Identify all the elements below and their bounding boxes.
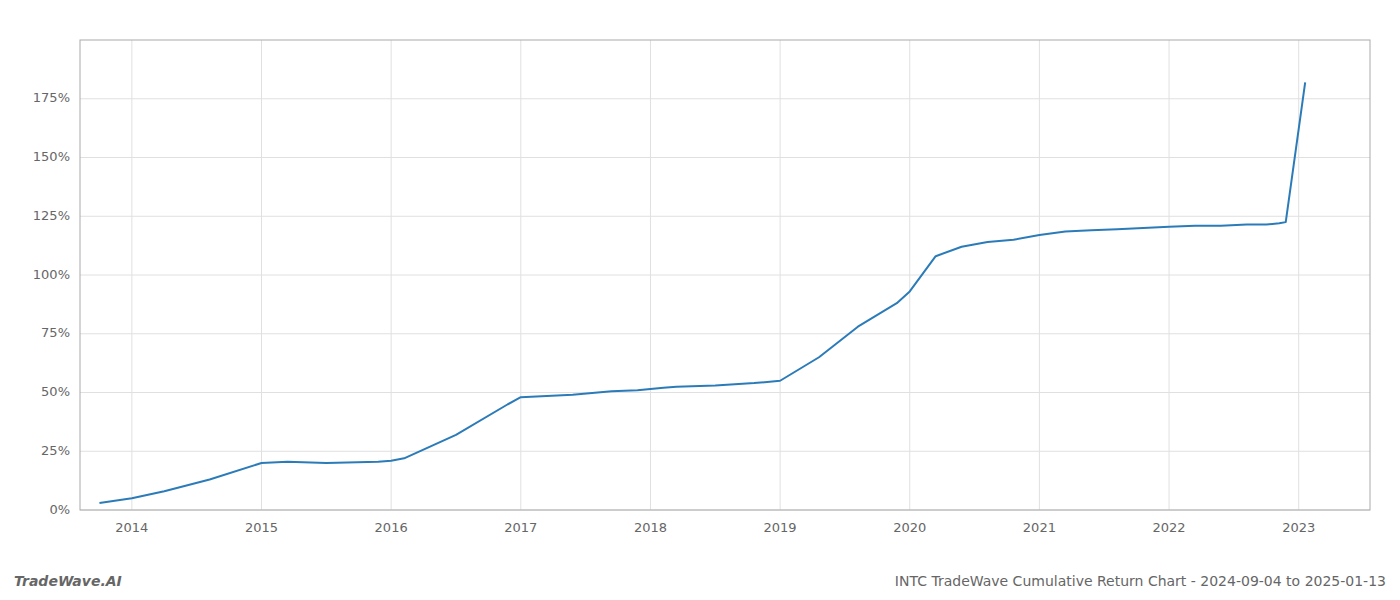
x-grid-line — [131, 40, 132, 510]
plot-frame — [80, 40, 1370, 510]
y-grid-line — [80, 275, 1370, 276]
x-grid-line — [909, 40, 910, 510]
y-tick-label: 175% — [33, 90, 70, 105]
y-grid-line — [80, 451, 1370, 452]
x-tick-label: 2018 — [634, 520, 667, 535]
y-tick-label: 50% — [41, 384, 70, 399]
x-grid-line — [391, 40, 392, 510]
y-tick-label: 0% — [49, 502, 70, 517]
x-grid-line — [520, 40, 521, 510]
x-grid-line — [1298, 40, 1299, 510]
x-grid-line — [650, 40, 651, 510]
x-grid-line — [1039, 40, 1040, 510]
y-grid-line — [80, 392, 1370, 393]
x-tick-label: 2014 — [115, 520, 148, 535]
chart: 0% 25% 50% 75% 100% 125% 150% 175% 2014 2015 2016 2… — [0, 0, 1400, 600]
grid — [80, 40, 1370, 510]
x-tick-label: 2021 — [1023, 520, 1056, 535]
x-grid-line — [1169, 40, 1170, 510]
x-tick-label: 2015 — [245, 520, 278, 535]
x-tick-label: 2017 — [504, 520, 537, 535]
y-tick-label: 25% — [41, 443, 70, 458]
y-tick-label: 100% — [33, 267, 70, 282]
x-tick-label: 2016 — [375, 520, 408, 535]
x-tick-label: 2022 — [1152, 520, 1185, 535]
y-tick-label: 150% — [33, 149, 70, 164]
series-group — [99, 82, 1305, 503]
y-grid-line — [80, 157, 1370, 158]
x-tick-label: 2023 — [1282, 520, 1315, 535]
line — [99, 82, 1305, 503]
watermark: TradeWave.AI — [14, 573, 122, 589]
x-tick-label: 2019 — [764, 520, 797, 535]
x-grid-line — [780, 40, 781, 510]
y-grid-line — [80, 216, 1370, 217]
y-tick-label: 125% — [33, 208, 70, 223]
x-grid-line — [261, 40, 262, 510]
y-grid-line — [80, 333, 1370, 334]
title: INTC TradeWave Cumulative Return Chart -… — [895, 573, 1386, 589]
y-grid-line — [80, 98, 1370, 99]
y-tick-label: 75% — [41, 325, 70, 340]
x-tick-label: 2020 — [893, 520, 926, 535]
